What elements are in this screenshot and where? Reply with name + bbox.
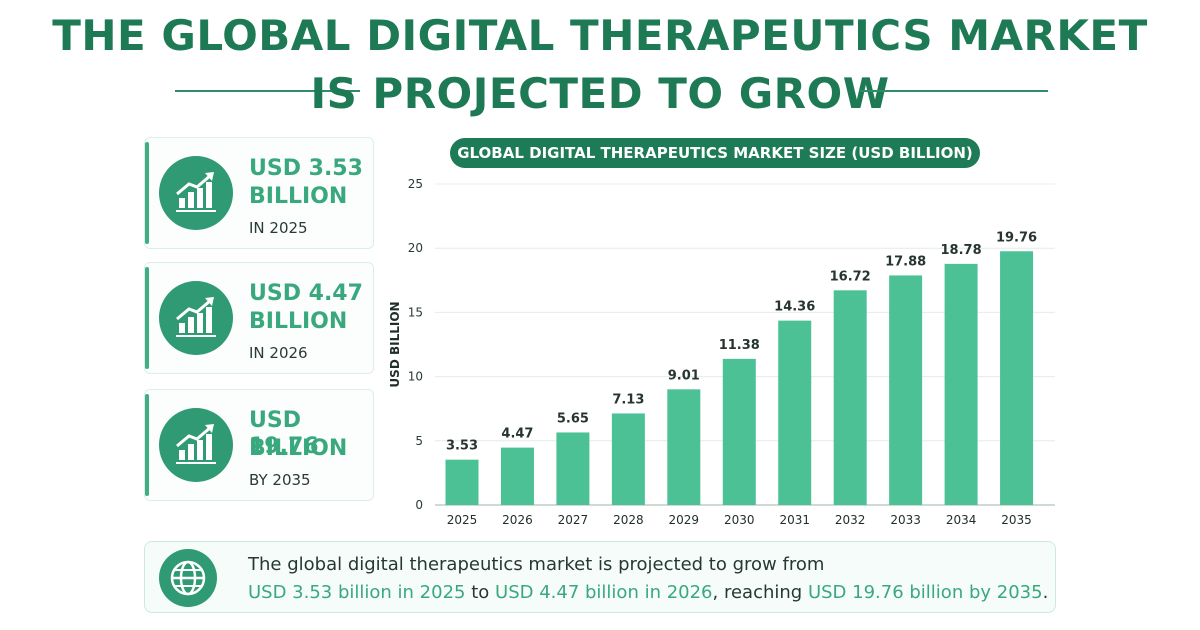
x-tick-label: 2030 bbox=[724, 513, 755, 527]
summary-line2: USD 3.53 billion in 2025 to USD 4.47 bil… bbox=[248, 582, 1048, 603]
x-tick-label: 2025 bbox=[447, 513, 478, 527]
bar-2027 bbox=[556, 432, 590, 505]
x-tick-label: 2034 bbox=[946, 513, 977, 527]
stat-value: USD 19.76 bbox=[249, 408, 319, 459]
y-axis-label: USD BILLION bbox=[388, 301, 402, 387]
y-tick-label: 5 bbox=[415, 434, 423, 448]
x-tick-label: 2029 bbox=[669, 513, 700, 527]
data-label: 3.53 bbox=[446, 439, 478, 454]
data-label: 11.38 bbox=[719, 338, 760, 353]
stat-card-2035: USD 19.76 BILLION BY 2035 bbox=[144, 389, 374, 501]
stat-unit: BILLION bbox=[249, 436, 348, 461]
stat-year: IN 2025 bbox=[249, 219, 308, 237]
growth-chart-icon bbox=[159, 156, 233, 230]
bar-2025 bbox=[445, 459, 479, 505]
stat-unit: BILLION bbox=[249, 184, 348, 209]
globe-icon bbox=[159, 549, 217, 607]
summary-text: to bbox=[465, 582, 496, 603]
summary-line1: The global digital therapeutics market i… bbox=[248, 554, 825, 575]
stat-card-2026: USD 4.47 BILLION IN 2026 bbox=[144, 262, 374, 374]
data-label: 16.72 bbox=[830, 269, 871, 284]
stat-value: USD 3.53 bbox=[249, 156, 363, 181]
bar-2035 bbox=[1000, 251, 1034, 505]
data-label: 14.36 bbox=[774, 300, 815, 315]
summary-highlight-2035: USD 19.76 billion by 2035 bbox=[807, 582, 1043, 603]
bar-2029 bbox=[667, 389, 701, 505]
bar-2028 bbox=[611, 413, 645, 505]
y-tick-label: 15 bbox=[408, 305, 423, 319]
bar-2026 bbox=[500, 447, 534, 505]
y-tick-label: 10 bbox=[408, 370, 423, 384]
x-tick-label: 2028 bbox=[613, 513, 644, 527]
stat-value: USD 4.47 bbox=[249, 281, 363, 306]
summary-highlight-2025: USD 3.53 billion in 2025 bbox=[248, 582, 466, 603]
chart-title: GLOBAL DIGITAL THERAPEUTICS MARKET SIZE … bbox=[450, 138, 980, 168]
data-label: 5.65 bbox=[557, 411, 589, 426]
summary-text: . bbox=[1042, 582, 1049, 603]
x-tick-label: 2026 bbox=[502, 513, 533, 527]
y-tick-label: 25 bbox=[408, 177, 423, 191]
bar-2032 bbox=[833, 290, 867, 505]
bar-2033 bbox=[889, 275, 923, 505]
data-label: 18.78 bbox=[941, 243, 982, 258]
data-label: 9.01 bbox=[668, 368, 700, 383]
bar-2030 bbox=[722, 358, 756, 505]
title-divider-left bbox=[175, 90, 360, 92]
main-title-line2: IS PROJECTED TO GROW bbox=[310, 69, 890, 118]
x-tick-label: 2031 bbox=[779, 513, 810, 527]
stat-card-2025: USD 3.53 BILLION IN 2025 bbox=[144, 137, 374, 249]
data-label: 17.88 bbox=[885, 254, 926, 269]
main-title-line1: THE GLOBAL DIGITAL THERAPEUTICS MARKET bbox=[52, 11, 1148, 60]
summary-box: The global digital therapeutics market i… bbox=[144, 541, 1056, 613]
y-tick-label: 20 bbox=[408, 241, 423, 255]
summary-highlight-2026: USD 4.47 billion in 2026 bbox=[495, 582, 713, 603]
summary-text: , reaching bbox=[712, 582, 808, 603]
stat-year: IN 2026 bbox=[249, 344, 308, 362]
data-label: 4.47 bbox=[501, 427, 533, 442]
title-divider-right bbox=[860, 90, 1048, 92]
growth-chart-icon bbox=[159, 281, 233, 355]
stat-unit: BILLION bbox=[249, 309, 348, 334]
x-tick-label: 2027 bbox=[558, 513, 589, 527]
x-tick-label: 2032 bbox=[835, 513, 866, 527]
data-label: 19.76 bbox=[996, 230, 1037, 245]
growth-chart-icon bbox=[159, 408, 233, 482]
y-tick-label: 0 bbox=[415, 498, 423, 512]
bar-2031 bbox=[778, 320, 812, 505]
bar-2034 bbox=[944, 263, 978, 505]
x-tick-label: 2033 bbox=[890, 513, 921, 527]
data-label: 7.13 bbox=[612, 392, 644, 407]
stat-year: BY 2035 bbox=[249, 471, 311, 489]
x-tick-label: 2035 bbox=[1001, 513, 1032, 527]
